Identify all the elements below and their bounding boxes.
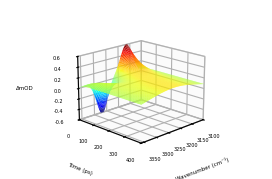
X-axis label: Wavenumber (cm⁻¹): Wavenumber (cm⁻¹) [175,156,230,179]
Y-axis label: Time (ps): Time (ps) [67,162,93,176]
